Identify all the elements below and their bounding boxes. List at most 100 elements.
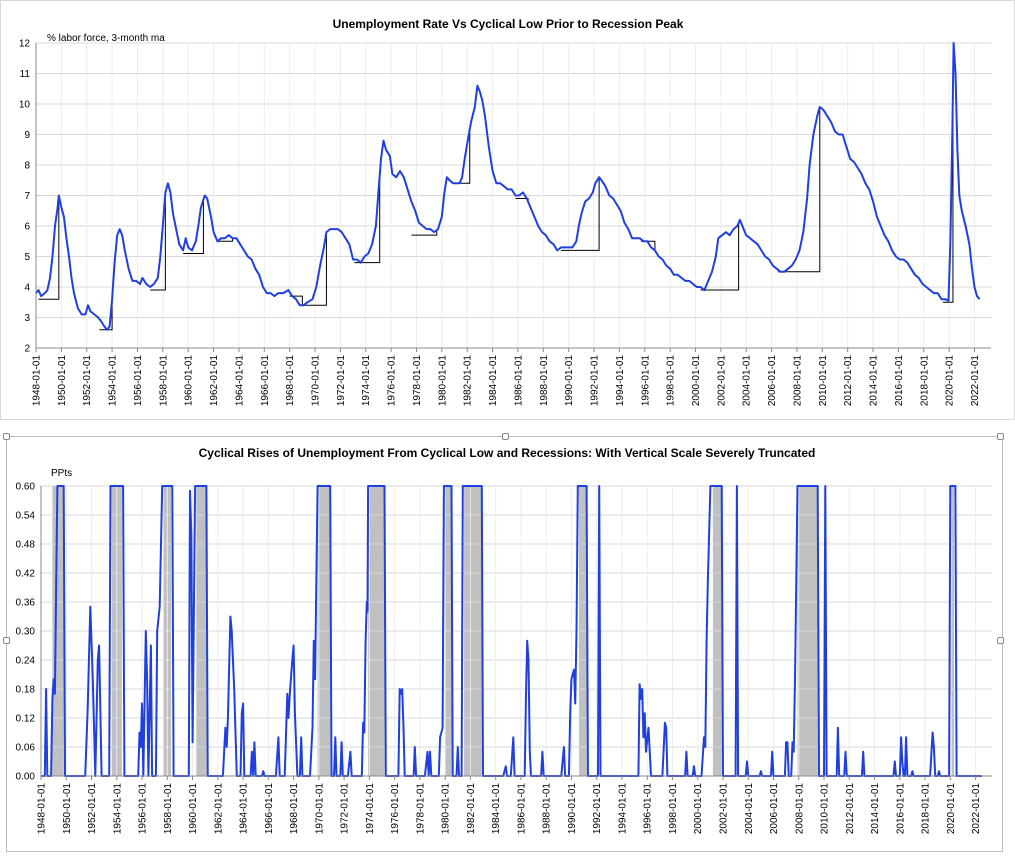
x-tick-label: 1972-01-01 [340,783,351,835]
x-tick-label: 1988-01-01 [539,355,550,407]
x-tick-label: 1956-01-01 [133,355,144,407]
x-tick-label: 1984-01-01 [491,783,502,835]
x-tick-label: 1978-01-01 [412,355,423,407]
cyclical-low-marker [942,88,954,303]
x-tick-label: 2010-01-01 [818,355,829,407]
x-tick-label: 2004-01-01 [742,355,753,407]
x-tick-label: 1958-01-01 [158,355,169,407]
x-tick-label: 2000-01-01 [691,355,702,407]
x-tick-label: 1974-01-01 [361,355,372,407]
chart-cyclical-rises: 0.00 0.06 0.12 0.18 0.24 0.30 0.36 0.42 0.48 0.54… [16,446,992,835]
x-tick-label: 1984-01-01 [488,355,499,407]
x-tick-label: 1950-01-01 [57,355,68,407]
cyclical-low-marker [183,199,204,254]
cyclical-low-marker [411,230,438,236]
y-tick-label: 0.48 [16,540,36,551]
x-tick-label: 1960-01-01 [188,783,199,835]
series-line [35,42,981,331]
y-tick-label: 12 [19,39,31,50]
x-tick-label: 2008-01-01 [792,355,803,407]
x-tick-label: 1968-01-01 [289,783,300,835]
x-tick-label: 2022-01-01 [970,355,981,407]
x-tick-label: 1964-01-01 [234,355,245,407]
x-tick-label: 1982-01-01 [466,783,477,835]
x-tick-label: 1992-01-01 [592,783,603,835]
cyclical-low-marker [354,175,381,264]
y-tick-label: 6 [24,222,30,233]
x-tick-label: 1978-01-01 [415,783,426,835]
x-tick-label: 1980-01-01 [441,783,452,835]
y-tick-label: 4 [24,283,30,294]
x-tick-label: 2008-01-01 [794,783,805,835]
resize-handle-top[interactable] [502,433,509,440]
x-tick-label: 1986-01-01 [513,355,524,407]
cyclical-low-marker [289,295,303,306]
y-tick-label: 0.24 [16,656,36,667]
resize-handle-top-left[interactable] [3,433,10,440]
x-tick-label: 2020-01-01 [945,355,956,407]
y-tick-label: 0.36 [16,598,36,609]
x-tick-label: 1956-01-01 [138,783,149,835]
y-tick-label: 0.30 [16,627,36,638]
chart-panel-cyclical-rises[interactable]: 0.00 0.06 0.12 0.18 0.24 0.30 0.36 0.42 0.48 0.54… [3,433,1004,852]
x-tick-label: 1982-01-01 [463,355,474,407]
x-tick-label: 1958-01-01 [163,783,174,835]
y-tick-label: 0.00 [16,772,36,783]
x-tick-label: 2006-01-01 [769,783,780,835]
x-tick-label: 1992-01-01 [590,355,601,407]
x-tick-label: 1950-01-01 [62,783,73,835]
y-tick-label: 0.18 [16,685,36,696]
x-tick-label: 1996-01-01 [640,355,651,407]
cyclical-low-marker [38,195,60,300]
y-tick-label: 2 [24,344,30,355]
x-tick-label: 1994-01-01 [617,783,628,835]
x-tick-label: 1962-01-01 [209,355,220,407]
resize-handle-left[interactable] [3,637,10,644]
x-tick-label: 1994-01-01 [615,355,626,407]
y-tick-label: 3 [24,313,30,324]
y-tick-label: 10 [19,100,31,111]
y-tick-label: 0.06 [16,743,36,754]
resize-handle-right[interactable] [997,637,1004,644]
y-tick-label: 9 [24,130,30,141]
y-tick-label: 7 [24,191,30,202]
x-tick-label: 2022-01-01 [971,783,982,835]
y-tick-label: 0.54 [16,511,36,522]
x-tick-label: 2010-01-01 [820,783,831,835]
x-tick-label: 1998-01-01 [666,355,677,407]
x-tick-label: 2014-01-01 [870,783,881,835]
cyclical-low-marker [777,107,821,273]
x-tick-label: 2002-01-01 [718,783,729,835]
x-tick-label: 1980-01-01 [437,355,448,407]
x-tick-label: 1986-01-01 [516,783,527,835]
x-tick-label: 1968-01-01 [285,355,296,407]
x-tick-label: 2000-01-01 [693,783,704,835]
x-tick-label: 1948-01-01 [32,355,43,407]
x-tick-label: 2016-01-01 [894,355,905,407]
chart-title: Cyclical Rises of Unemployment From Cycl… [199,446,816,460]
x-tick-label: 2018-01-01 [921,783,932,835]
x-tick-label: 1954-01-01 [112,783,123,835]
x-tick-label: 2004-01-01 [744,783,755,835]
x-tick-label: 1960-01-01 [184,355,195,407]
x-tick-label: 1952-01-01 [87,783,98,835]
x-tick-label: 2014-01-01 [869,355,880,407]
x-tick-label: 2006-01-01 [767,355,778,407]
x-tick-label: 1962-01-01 [213,783,224,835]
series-line [41,485,982,777]
x-tick-label: 1996-01-01 [643,783,654,835]
cyclical-low-marker [217,238,234,242]
x-tick-label: 1974-01-01 [365,783,376,835]
chart-title: Unemployment Rate Vs Cyclical Low Prior … [333,17,684,31]
y-tick-label: 0.60 [16,482,36,493]
resize-handle-top-right[interactable] [997,433,1004,440]
x-tick-label: 1966-01-01 [264,783,275,835]
cyclical-low-marker [561,177,600,251]
x-tick-label: 1998-01-01 [668,783,679,835]
chart-panel-unemployment-rate: 2 3 4 5 6 7 8 9 10 11 12 1948-01-01 1950-01-01 1952-0… [0,0,1015,420]
chart-unemployment-rate: 2 3 4 5 6 7 8 9 10 11 12 1948-01-01 1950-01-01 1952-0… [19,17,991,407]
y-tick-label: 11 [20,69,31,80]
x-tick-label: 1976-01-01 [390,783,401,835]
y-unit-label: % labor force, 3-month ma [47,33,165,44]
x-tick-label: 1964-01-01 [239,783,250,835]
